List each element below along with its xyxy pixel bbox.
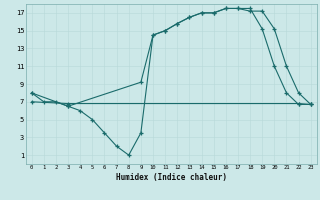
- X-axis label: Humidex (Indice chaleur): Humidex (Indice chaleur): [116, 173, 227, 182]
